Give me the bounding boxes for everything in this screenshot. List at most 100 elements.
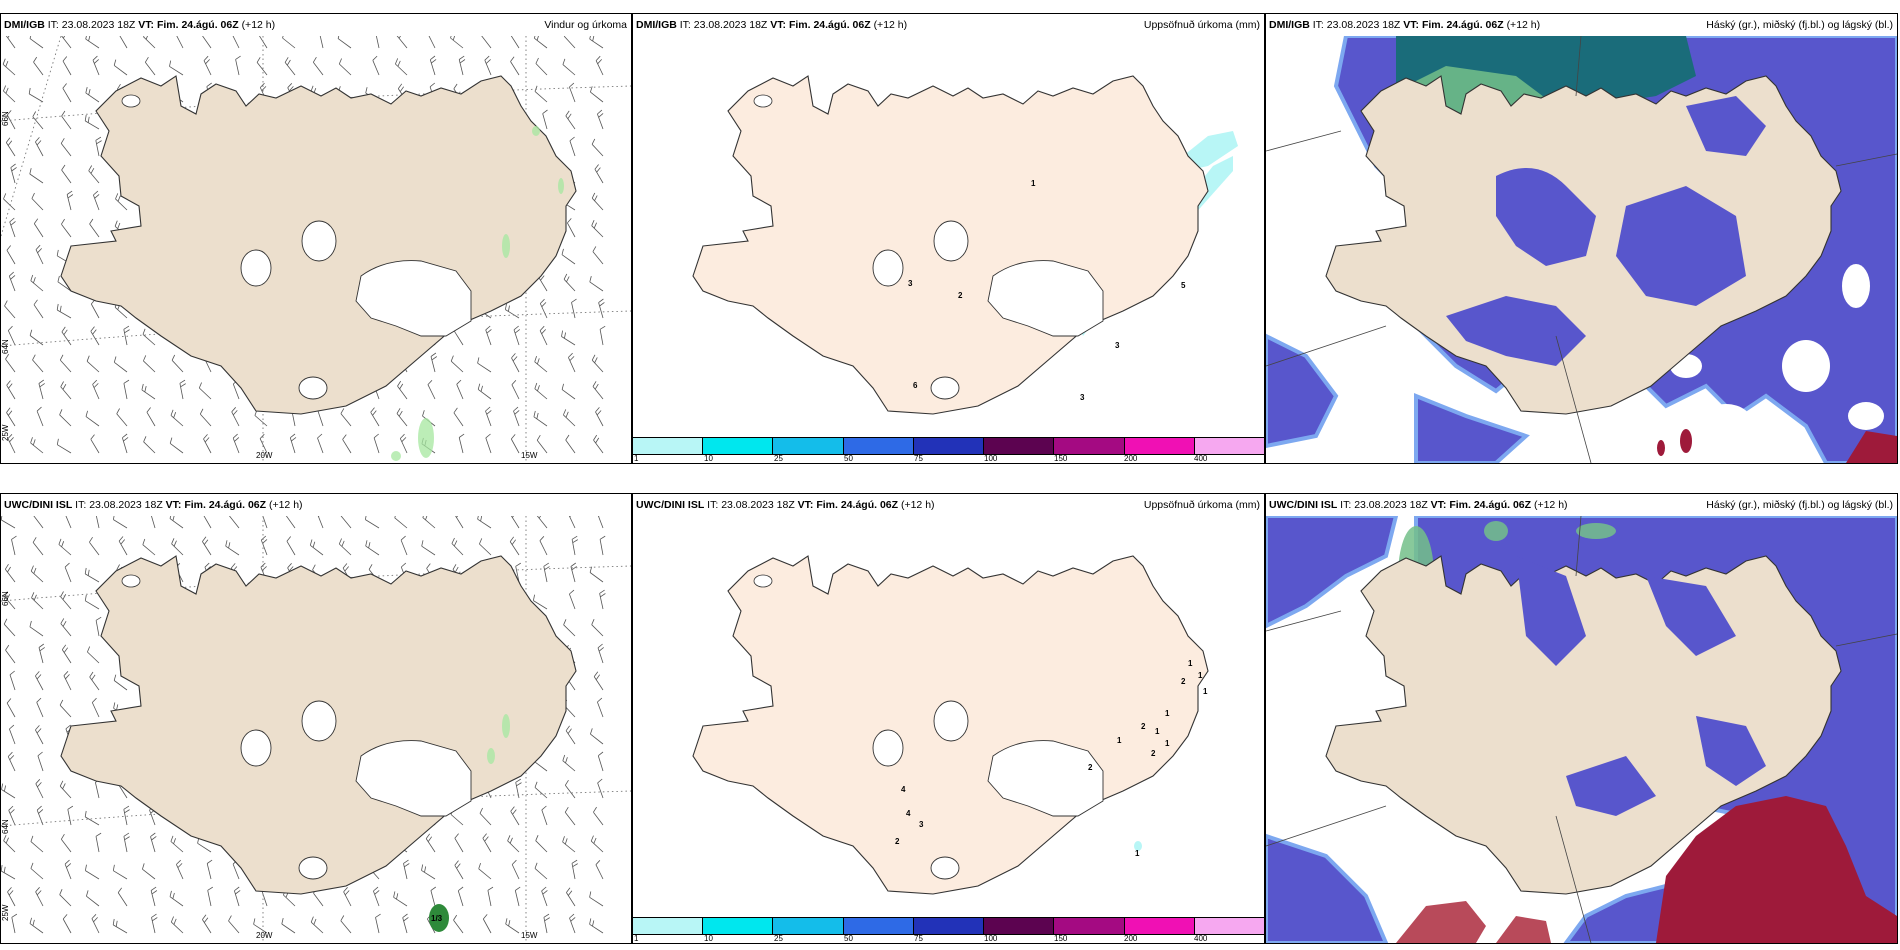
wind-barb xyxy=(422,517,436,529)
wind-barb-feather xyxy=(592,381,597,387)
wind-barb xyxy=(592,386,604,400)
wind-barb-feather xyxy=(146,407,151,413)
lon-label-20w: 20W xyxy=(256,451,273,460)
wind-barb xyxy=(84,120,100,130)
wind-barb xyxy=(202,919,212,934)
wind-barb-feather xyxy=(561,248,564,255)
wind-barb-feather xyxy=(61,541,65,547)
graticule xyxy=(1266,36,1897,463)
wind-barb-feather xyxy=(452,564,457,570)
wind-barb xyxy=(85,92,100,103)
wind-barb-feather xyxy=(373,886,379,892)
wind-barb xyxy=(112,924,128,934)
wind-barb xyxy=(197,842,212,853)
wind-barb-feather xyxy=(7,410,13,416)
colorbar-tick: 150 xyxy=(1054,934,1068,943)
wind-barb-feather xyxy=(566,276,570,282)
wind-barb-feather xyxy=(569,913,575,919)
wind-barb-feather xyxy=(479,538,483,545)
wind-barb-feather xyxy=(458,55,465,60)
wind-barb xyxy=(590,91,604,103)
wind-barb-feather xyxy=(6,245,12,251)
wind-barb xyxy=(30,868,44,880)
wind-barb-feather xyxy=(202,914,207,920)
wind-barb-feather xyxy=(281,918,284,925)
wind-barb-feather xyxy=(8,805,14,811)
high-cloud-red xyxy=(1657,429,1897,463)
wind-barb-feather xyxy=(36,140,42,146)
wind-barb xyxy=(479,813,492,826)
wind-barb-feather xyxy=(284,57,289,63)
wind-barb xyxy=(370,412,380,427)
wind-barb-feather xyxy=(33,299,38,305)
wind-barb-feather xyxy=(35,887,40,893)
wind-barb-feather xyxy=(89,218,94,225)
wind-barb xyxy=(593,676,604,691)
wind-barb xyxy=(11,539,16,556)
wind-barb-feather xyxy=(29,329,33,336)
wind-barb-feather xyxy=(172,892,175,899)
wind-barb-feather xyxy=(204,437,210,443)
wind-barb-feather xyxy=(365,87,368,94)
wind-barb xyxy=(5,36,16,49)
wind-barb-feather xyxy=(571,535,578,540)
wind-barb-feather xyxy=(61,164,66,171)
wind-barb-feather xyxy=(124,329,130,334)
panel-cloud-dmi: DMI/IGB IT: 23.08.2023 18Z VT: Fim. 24.á… xyxy=(1265,13,1898,464)
wind-barb-feather xyxy=(59,699,64,706)
wind-barb-feather xyxy=(512,516,514,518)
wind-barb-feather xyxy=(151,836,157,841)
wind-barb-feather xyxy=(9,271,14,277)
wind-barb-feather xyxy=(3,866,6,873)
wind-barb-feather xyxy=(591,354,596,361)
wind-barb-feather xyxy=(541,886,547,892)
wind-barb-feather xyxy=(30,274,34,281)
wind-barb xyxy=(92,60,100,76)
wind-barb xyxy=(534,91,548,103)
colorbar-tick: 1 xyxy=(634,934,639,943)
accum-values: 1 2 1 1 1 2 1 1 1 2 2 4 4 3 2 1 xyxy=(895,659,1208,858)
wind-barb xyxy=(31,597,44,610)
panel-cloud-uwc: UWC/DINI ISL IT: 23.08.2023 18Z VT: Fim.… xyxy=(1265,493,1898,944)
wind-barb-feather xyxy=(32,439,36,446)
wind-barb xyxy=(203,60,212,76)
wind-barb-feather xyxy=(113,516,115,520)
wind-barb-feather xyxy=(92,379,98,385)
wind-barb xyxy=(591,624,604,637)
wind-barb xyxy=(56,309,72,319)
wind-barb xyxy=(30,442,44,454)
wind-barb xyxy=(8,810,16,826)
wind-barb-feather xyxy=(453,914,458,921)
accum-value: 1 xyxy=(1203,687,1208,696)
wind-barb-feather xyxy=(478,862,481,869)
wind-barb xyxy=(95,516,100,529)
lon-label-25w: 25W xyxy=(1,904,10,921)
wind-barb xyxy=(235,59,240,76)
wind-barb xyxy=(89,223,100,238)
wind-barb xyxy=(421,545,436,556)
high-cloud-red xyxy=(1396,796,1897,943)
wind-barb-feather xyxy=(142,328,146,335)
wind-barb-feather xyxy=(93,383,99,388)
wind-barb-feather xyxy=(253,918,256,925)
wind-barb xyxy=(57,281,72,292)
wind-barb-feather xyxy=(511,353,516,359)
wind-barb xyxy=(5,142,16,157)
wind-barb-feather xyxy=(173,411,177,418)
wind-barb-feather xyxy=(590,728,593,735)
wind-barb-feather xyxy=(95,832,102,837)
wind-barb-feather xyxy=(309,539,313,546)
wind-barb-feather xyxy=(6,110,12,116)
wind-barb xyxy=(566,892,576,907)
wind-barb xyxy=(61,36,72,49)
wind-barb-feather xyxy=(343,887,348,893)
wind-barb xyxy=(538,277,548,292)
wind-barb-feather xyxy=(116,704,119,711)
wind-barb-feather xyxy=(205,59,210,65)
wind-barb xyxy=(337,38,352,49)
wind-barb-feather xyxy=(65,674,70,680)
wind-barb-feather xyxy=(87,646,91,653)
wind-barb-feather xyxy=(62,56,68,62)
wind-barb-feather xyxy=(592,246,597,252)
wind-barb-feather xyxy=(565,757,568,764)
